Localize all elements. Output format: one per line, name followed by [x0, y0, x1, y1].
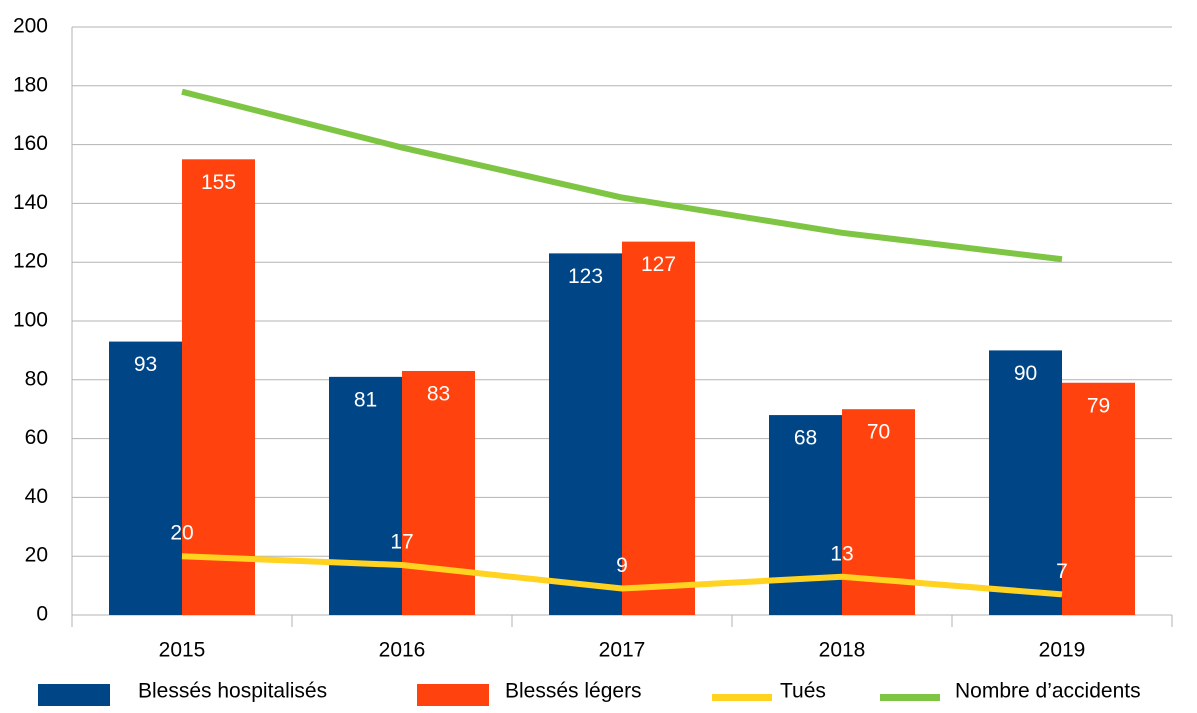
legend-label: Nombre d’accidents — [955, 680, 1141, 703]
y-tick-label: 80 — [25, 367, 48, 390]
bar — [402, 370, 475, 615]
legend-swatch — [712, 694, 772, 701]
bar-label: 79 — [1087, 394, 1110, 417]
y-tick-label: 160 — [13, 132, 48, 155]
legend-label: Blessés légers — [505, 680, 642, 703]
x-tick-label: 2019 — [1039, 639, 1086, 662]
x-tick-label: 2017 — [599, 639, 646, 662]
y-tick-label: 120 — [13, 250, 48, 273]
line-label: 17 — [390, 531, 413, 554]
line-label: 20 — [170, 522, 193, 545]
bar-label: 155 — [201, 171, 236, 194]
legend-swatch — [880, 694, 940, 701]
y-tick-label: 40 — [25, 485, 48, 508]
line-label: 9 — [616, 554, 628, 577]
bar-label: 70 — [867, 421, 890, 444]
bar — [182, 159, 255, 616]
line — [181, 88, 1063, 263]
y-tick-label: 60 — [25, 426, 48, 449]
x-tick-label: 2015 — [159, 639, 206, 662]
y-tick-label: 20 — [25, 544, 48, 567]
line-label: 13 — [830, 542, 853, 565]
bar — [622, 241, 695, 615]
y-tick-label: 100 — [13, 309, 48, 332]
bar-label: 81 — [354, 388, 377, 411]
bar — [549, 253, 622, 615]
line-label: 7 — [1056, 560, 1068, 583]
bar-label: 93 — [134, 353, 157, 376]
y-tick-label: 180 — [13, 73, 48, 96]
x-tick-label: 2018 — [819, 639, 866, 662]
bar — [109, 341, 182, 615]
y-tick-label: 200 — [13, 15, 48, 38]
bar — [989, 350, 1062, 615]
bar-label: 83 — [427, 383, 450, 406]
bar-label: 90 — [1014, 362, 1037, 385]
y-tick-label: 0 — [36, 603, 48, 626]
legend-label: Blessés hospitalisés — [138, 680, 327, 703]
legend-swatch — [38, 684, 110, 706]
line — [181, 553, 1063, 598]
bar — [329, 376, 402, 615]
x-tick-label: 2016 — [379, 639, 426, 662]
legend-label: Tués — [780, 680, 826, 703]
bar — [1062, 382, 1135, 615]
bar-label: 127 — [641, 253, 676, 276]
bar-label: 123 — [568, 265, 603, 288]
bar-label: 68 — [794, 427, 817, 450]
y-tick-label: 140 — [13, 191, 48, 214]
legend-swatch — [417, 684, 489, 706]
